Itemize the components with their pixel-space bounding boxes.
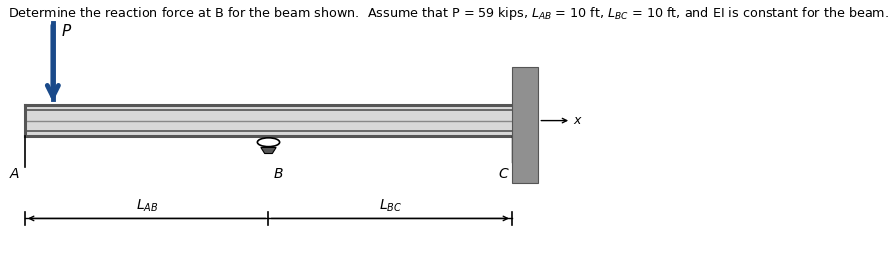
- Bar: [512, 67, 538, 183]
- Text: P: P: [62, 24, 71, 39]
- Text: $L_{BC}$: $L_{BC}$: [379, 198, 402, 214]
- Text: C: C: [498, 167, 508, 181]
- Text: Determine the reaction force at B for the beam shown.  Assume that P = 59 kips, : Determine the reaction force at B for th…: [8, 5, 889, 22]
- Text: $L_{AB}$: $L_{AB}$: [136, 198, 158, 214]
- Polygon shape: [261, 147, 276, 153]
- Text: B: B: [274, 167, 284, 181]
- Text: A: A: [10, 167, 20, 181]
- Text: x: x: [573, 114, 580, 127]
- Circle shape: [257, 138, 280, 147]
- Bar: [25, 105, 512, 137]
